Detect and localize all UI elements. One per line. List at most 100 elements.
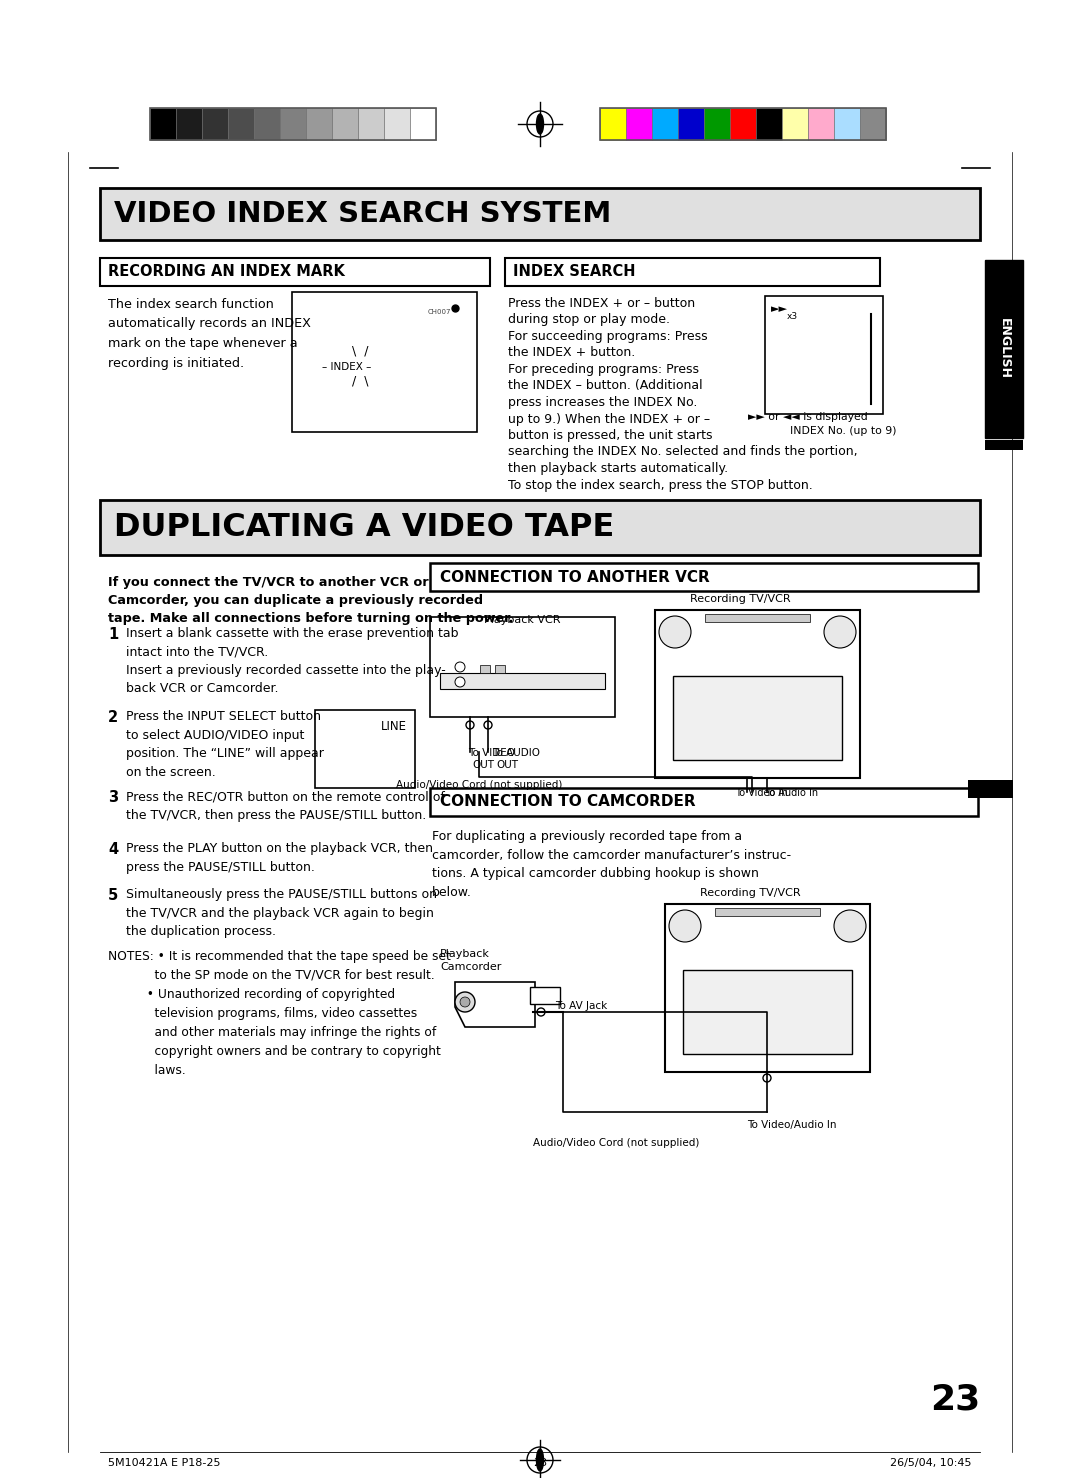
Bar <box>315 709 415 788</box>
Text: the INDEX – button. (Additional: the INDEX – button. (Additional <box>508 380 703 393</box>
Text: INDEX No. (up to 9): INDEX No. (up to 9) <box>789 426 896 436</box>
Bar <box>985 260 1023 437</box>
Bar <box>430 616 615 717</box>
Bar <box>228 108 254 140</box>
Text: ENGLISH: ENGLISH <box>998 318 1011 380</box>
Text: \  /: \ / <box>352 344 368 358</box>
Bar <box>150 108 436 140</box>
Circle shape <box>455 662 465 672</box>
Bar <box>430 563 978 591</box>
Text: To Audio In: To Audio In <box>765 788 819 798</box>
Bar <box>176 108 202 140</box>
Text: Camcorder, you can duplicate a previously recorded: Camcorder, you can duplicate a previousl… <box>108 594 483 607</box>
Bar <box>834 108 860 140</box>
Text: To Video/Audio In: To Video/Audio In <box>747 1120 837 1131</box>
Bar <box>332 108 357 140</box>
Text: Recording TV/VCR: Recording TV/VCR <box>700 888 800 899</box>
Bar <box>357 108 384 140</box>
Text: OUT: OUT <box>496 760 518 770</box>
Text: If you connect the TV/VCR to another VCR or: If you connect the TV/VCR to another VCR… <box>108 576 429 590</box>
Bar <box>985 440 1023 449</box>
Bar <box>410 108 436 140</box>
Bar <box>756 108 782 140</box>
Bar <box>100 500 980 556</box>
Text: Audio/Video Cord (not supplied): Audio/Video Cord (not supplied) <box>534 1138 700 1148</box>
Text: The index search function
automatically records an INDEX
mark on the tape whenev: The index search function automatically … <box>108 299 311 370</box>
Bar <box>730 108 756 140</box>
Circle shape <box>537 1008 545 1015</box>
Bar <box>600 108 626 140</box>
Text: Insert a blank cassette with the erase prevention tab
intact into the TV/VCR.
In: Insert a blank cassette with the erase p… <box>126 627 459 696</box>
Text: To AV Jack: To AV Jack <box>555 1001 607 1011</box>
Text: Press the INPUT SELECT button
to select AUDIO/VIDEO input
position. The “LINE” w: Press the INPUT SELECT button to select … <box>126 709 324 779</box>
Text: CONNECTION TO ANOTHER VCR: CONNECTION TO ANOTHER VCR <box>440 569 710 584</box>
Text: tape. Make all connections before turning on the power.: tape. Make all connections before turnin… <box>108 612 513 625</box>
Text: INDEX SEARCH: INDEX SEARCH <box>513 265 635 279</box>
Text: NOTES: • It is recommended that the tape speed be set
            to the SP mode: NOTES: • It is recommended that the tape… <box>108 950 450 1077</box>
Bar <box>430 788 978 816</box>
Bar <box>306 108 332 140</box>
Text: 23: 23 <box>930 1382 980 1416</box>
Text: RECORDING AN INDEX MARK: RECORDING AN INDEX MARK <box>108 265 345 279</box>
Circle shape <box>669 910 701 941</box>
Polygon shape <box>455 981 535 1027</box>
Text: searching the INDEX No. selected and finds the portion,: searching the INDEX No. selected and fin… <box>508 445 858 458</box>
Bar <box>665 905 870 1072</box>
Bar <box>968 780 1013 798</box>
Text: Recording TV/VCR: Recording TV/VCR <box>690 594 791 605</box>
Bar <box>654 610 860 777</box>
Text: press increases the INDEX No.: press increases the INDEX No. <box>508 396 698 409</box>
Circle shape <box>484 721 492 729</box>
Circle shape <box>824 616 856 647</box>
Bar <box>705 613 810 622</box>
Text: For duplicating a previously recorded tape from a
camcorder, follow the camcorde: For duplicating a previously recorded ta… <box>432 831 792 899</box>
Text: To VIDEO: To VIDEO <box>468 748 515 758</box>
Circle shape <box>455 677 465 687</box>
Text: Simultaneously press the PAUSE/STILL buttons on
the TV/VCR and the playback VCR : Simultaneously press the PAUSE/STILL but… <box>126 888 437 939</box>
Bar <box>652 108 678 140</box>
Text: Press the INDEX + or – button: Press the INDEX + or – button <box>508 297 696 310</box>
Circle shape <box>834 910 866 941</box>
Text: 1: 1 <box>108 627 118 641</box>
Circle shape <box>465 721 474 729</box>
Text: To stop the index search, press the STOP button.: To stop the index search, press the STOP… <box>508 479 813 492</box>
Text: 2: 2 <box>108 709 118 726</box>
Ellipse shape <box>537 114 543 134</box>
Bar <box>626 108 652 140</box>
Circle shape <box>460 998 470 1007</box>
Bar <box>292 293 477 432</box>
Text: up to 9.) When the INDEX + or –: up to 9.) When the INDEX + or – <box>508 412 711 426</box>
Text: then playback starts automatically.: then playback starts automatically. <box>508 463 728 474</box>
Bar <box>765 296 883 414</box>
Text: For succeeding programs: Press: For succeeding programs: Press <box>508 330 707 343</box>
Text: the INDEX + button.: the INDEX + button. <box>508 346 635 359</box>
Text: ►► or ◄◄ is displayed: ►► or ◄◄ is displayed <box>748 412 867 423</box>
Text: 5: 5 <box>108 888 118 903</box>
Bar <box>673 675 842 760</box>
Text: /  \: / \ <box>352 374 368 387</box>
Text: 5M10421A E P18-25: 5M10421A E P18-25 <box>108 1457 220 1468</box>
Text: For preceding programs: Press: For preceding programs: Press <box>508 364 699 375</box>
Circle shape <box>762 1075 771 1082</box>
Bar <box>683 970 852 1054</box>
Bar <box>440 672 605 689</box>
Text: Camcorder: Camcorder <box>440 962 501 973</box>
Text: LINE: LINE <box>381 720 407 733</box>
Bar <box>860 108 886 140</box>
Text: 4: 4 <box>108 842 118 857</box>
Bar <box>150 108 176 140</box>
Text: Press the REC/OTR button on the remote control of
the TV/VCR, then press the PAU: Press the REC/OTR button on the remote c… <box>126 791 445 822</box>
Bar <box>505 259 880 287</box>
Bar <box>480 665 490 672</box>
Ellipse shape <box>537 1448 543 1471</box>
Text: To Video In: To Video In <box>735 788 787 798</box>
Bar <box>100 188 980 239</box>
Text: To AUDIO: To AUDIO <box>492 748 540 758</box>
Text: CH007: CH007 <box>428 309 450 315</box>
Bar <box>678 108 704 140</box>
Bar <box>600 108 886 140</box>
Text: x3: x3 <box>787 312 798 321</box>
Text: Playback VCR: Playback VCR <box>484 615 561 625</box>
Text: 23: 23 <box>532 1457 548 1468</box>
Text: CONNECTION TO CAMCORDER: CONNECTION TO CAMCORDER <box>440 795 696 810</box>
